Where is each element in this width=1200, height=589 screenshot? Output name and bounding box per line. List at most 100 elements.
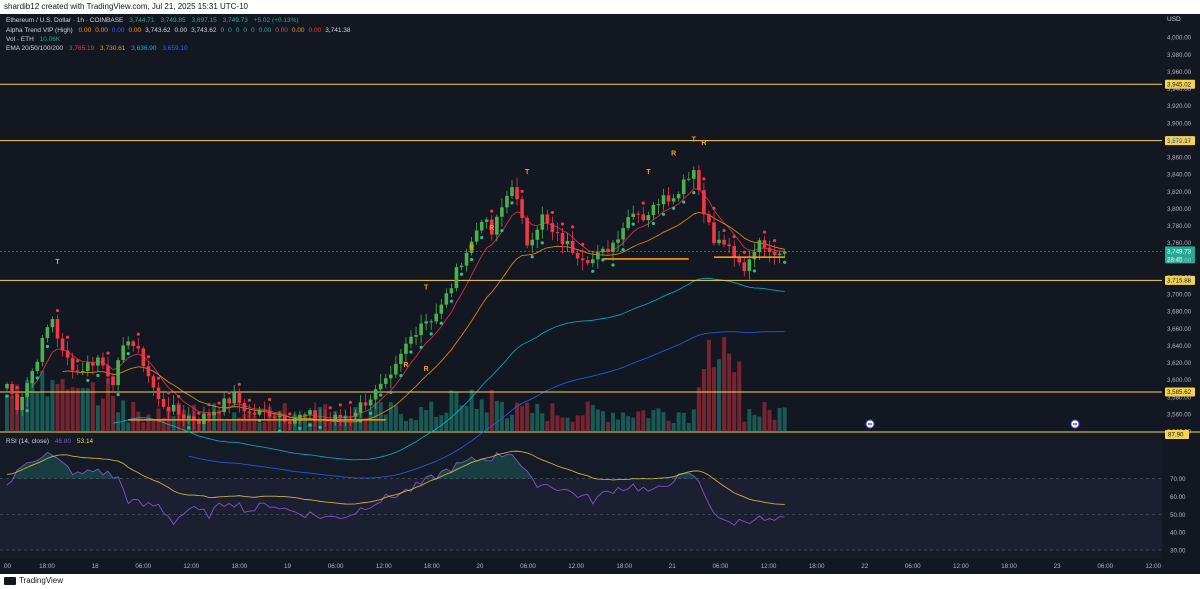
candle-body: [106, 365, 110, 377]
volume-bar: [545, 421, 550, 431]
legend-vol-value: 10.06K: [39, 36, 61, 43]
price-tick-label: 3,980.00: [1167, 52, 1192, 59]
ema-20-line: [31, 188, 785, 419]
candle-body: [338, 414, 343, 418]
volume-bar: [737, 361, 742, 431]
tradingview-logo[interactable]: TradingView: [4, 576, 63, 585]
time-tick-label: 18:00: [616, 563, 632, 570]
volume-bar: [131, 401, 136, 431]
candle-body: [222, 398, 226, 413]
trend-dot: [55, 309, 60, 313]
chart-svg[interactable]: 3,945.02 3,879.17 3,715.88 3,585.62 3,749.7…: [0, 14, 1200, 574]
legend-open: 3,744.71: [129, 17, 155, 24]
chart-area[interactable]: 3,945.02 3,879.17 3,715.88 3,585.62 3,749.7…: [0, 14, 1200, 574]
price-tick-label: 3,940.00: [1167, 86, 1192, 93]
trend-dot: [35, 376, 39, 380]
volume-bar: [227, 419, 232, 431]
volume-bar: [484, 412, 489, 431]
time-tick-label: 18:00: [1001, 563, 1017, 570]
candle-body: [454, 267, 459, 289]
volume-bar: [297, 418, 302, 431]
volume-bar: [45, 396, 50, 431]
legend-change: +5.02 (+0.13%): [253, 17, 299, 24]
volume-bar: [146, 414, 151, 431]
signal-label: T: [646, 169, 651, 176]
volume-bar: [262, 421, 267, 431]
trend-dot: [399, 374, 403, 378]
candle-body: [252, 412, 257, 415]
time-tick-label: 12:00: [568, 563, 584, 570]
candle-body: [464, 252, 469, 266]
legend-ema-title[interactable]: EMA 20/50/100/200: [6, 45, 64, 52]
volume-bar: [575, 415, 580, 431]
candle-body: [681, 179, 686, 195]
time-tick-label: 18:00: [39, 563, 55, 570]
volume-bar: [732, 372, 737, 431]
volume-bar: [676, 412, 681, 431]
candle-body: [126, 341, 130, 346]
candle-body: [35, 361, 40, 371]
legend-alpha-title[interactable]: Alpha Trend VIP (High): [6, 27, 73, 34]
time-tick-label: 12:00: [953, 563, 969, 570]
candle-body: [727, 244, 731, 247]
legend-rsi-row[interactable]: RSI (14, close) 46.80 53.14: [6, 438, 97, 445]
price-tick-label: 3,800.00: [1167, 206, 1192, 213]
volume-bar: [363, 417, 368, 431]
legend-alpha-value: 3,741.38: [325, 27, 351, 34]
volume-bar: [646, 418, 651, 431]
volume-bar: [474, 408, 479, 431]
legend-alpha-row[interactable]: Alpha Trend VIP (High) 0.00 0.00 0.00 0.00 3…: [6, 27, 359, 34]
trend-dot: [177, 394, 181, 399]
trend-dot: [773, 238, 777, 243]
trend-dot: [247, 398, 251, 402]
candle-body: [166, 406, 171, 412]
trend-dot: [429, 332, 433, 336]
candle-body: [419, 323, 423, 336]
candle-body: [702, 190, 706, 215]
trend-dot: [379, 393, 383, 397]
legend-vol-title[interactable]: Vol · ETH: [6, 36, 34, 43]
candle-body: [621, 228, 625, 240]
legend-rsi-title[interactable]: RSI (14, close): [6, 438, 49, 445]
ema-50-line: [62, 211, 785, 423]
volume-bar: [595, 409, 600, 431]
signal-label: R: [424, 366, 429, 373]
time-tick-label: 06:00: [713, 563, 729, 570]
candle-body: [131, 341, 136, 347]
candle-body: [737, 257, 742, 263]
legend-vol-row[interactable]: Vol · ETH 10.06K: [6, 36, 64, 43]
candle-body: [212, 412, 216, 416]
trend-dot: [732, 235, 736, 239]
legend-ema-200: 3,659.10: [162, 45, 188, 52]
legend-alpha-value: 0.00: [95, 27, 108, 34]
candle-body: [535, 229, 540, 240]
price-tick-label: 3,700.00: [1167, 292, 1192, 299]
legend-alpha-value: 0.00: [174, 27, 188, 34]
candle-body: [394, 363, 398, 375]
legend-alpha-value: 0.00: [258, 27, 272, 34]
volume-bar: [454, 391, 459, 431]
volume-bar: [747, 409, 752, 431]
legend-symbol[interactable]: Ethereum / U.S. Dollar · 1h · COINBASE: [6, 17, 124, 24]
candle-body: [767, 247, 772, 253]
trend-dot: [15, 386, 19, 390]
legend-symbol-row[interactable]: Ethereum / U.S. Dollar · 1h · COINBASE 3…: [6, 17, 303, 24]
volume-bar: [701, 368, 706, 431]
candle-body: [732, 246, 736, 258]
price-tick-label: 3,920.00: [1167, 103, 1192, 110]
volume-bar: [550, 403, 555, 431]
legend-ema-row[interactable]: EMA 20/50/100/200 3,765.19 3,730.61 3,63…: [6, 45, 192, 52]
volume-bar: [207, 413, 211, 431]
candle-body: [217, 412, 221, 414]
candle-body: [550, 223, 555, 233]
volume-bar: [631, 417, 636, 431]
last-price-countdown: 28:45: [1167, 256, 1183, 263]
trend-dot: [490, 209, 494, 213]
candle-body: [383, 378, 388, 384]
trend-dot: [510, 201, 514, 205]
volume-bar: [449, 390, 454, 431]
level-label: 3,585.62: [1167, 389, 1192, 396]
candle-body: [358, 402, 363, 413]
trend-dot: [470, 257, 474, 262]
